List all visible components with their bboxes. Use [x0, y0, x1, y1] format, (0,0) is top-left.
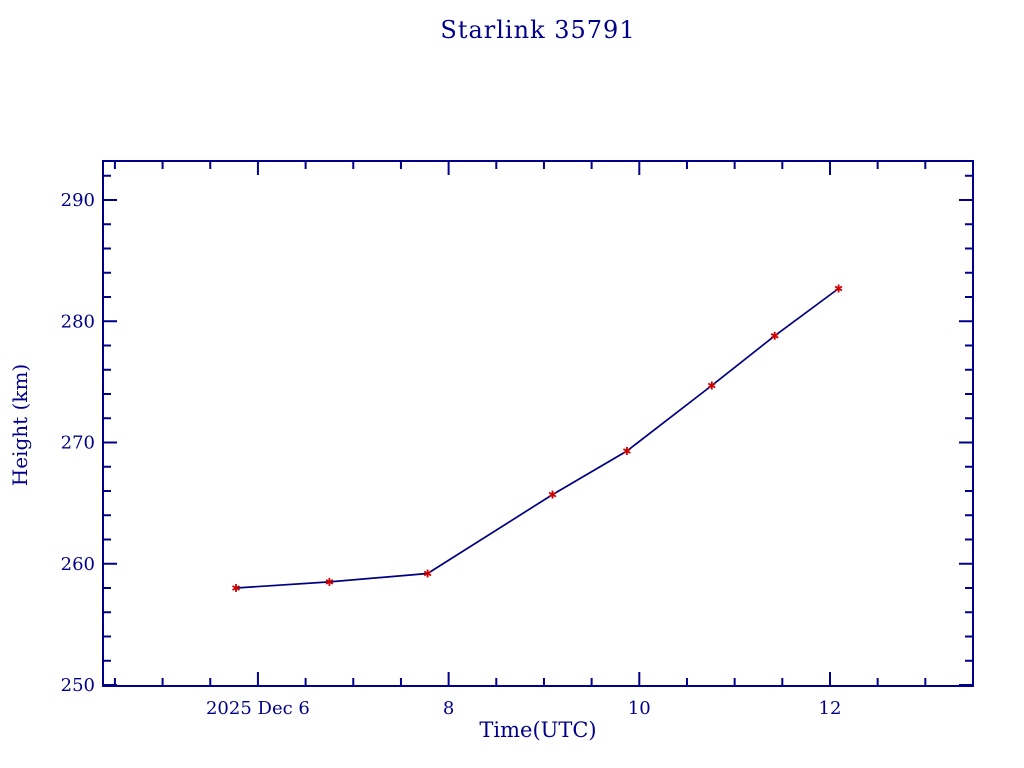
- marker-stroke: [622, 448, 631, 454]
- chart-title: Starlink 35791: [440, 16, 636, 44]
- data-line: [235, 287, 840, 589]
- data-point-marker: [232, 584, 240, 592]
- data-point-marker: [622, 447, 631, 455]
- x-tick-label: 10: [628, 698, 651, 719]
- x-axis-label: Time(UTC): [479, 718, 597, 742]
- y-tick-label: 290: [61, 190, 95, 211]
- data-point-marker: [834, 284, 843, 293]
- y-tick-label: 280: [61, 311, 95, 332]
- marker-stroke: [707, 382, 716, 389]
- marker-stroke: [770, 333, 779, 339]
- x-tick-label: 2025 Dec 6: [206, 698, 310, 719]
- data-point-marker: [707, 381, 716, 390]
- y-tick-label: 260: [61, 554, 95, 575]
- data-point-marker: [770, 331, 779, 340]
- y-tick-label: 270: [61, 433, 95, 454]
- marker-stroke: [834, 285, 843, 292]
- plot-frame: [102, 160, 974, 687]
- x-tick-label: 12: [819, 698, 842, 719]
- y-tick-label: 250: [61, 675, 95, 696]
- data-point-marker: [548, 490, 557, 499]
- marker-stroke: [423, 570, 432, 577]
- marker-stroke: [548, 491, 557, 498]
- data-point-marker: [325, 577, 334, 586]
- marker-stroke: [232, 585, 240, 591]
- data-point-marker: [423, 569, 432, 578]
- marker-stroke: [325, 579, 334, 585]
- x-tick-label: 8: [443, 698, 454, 719]
